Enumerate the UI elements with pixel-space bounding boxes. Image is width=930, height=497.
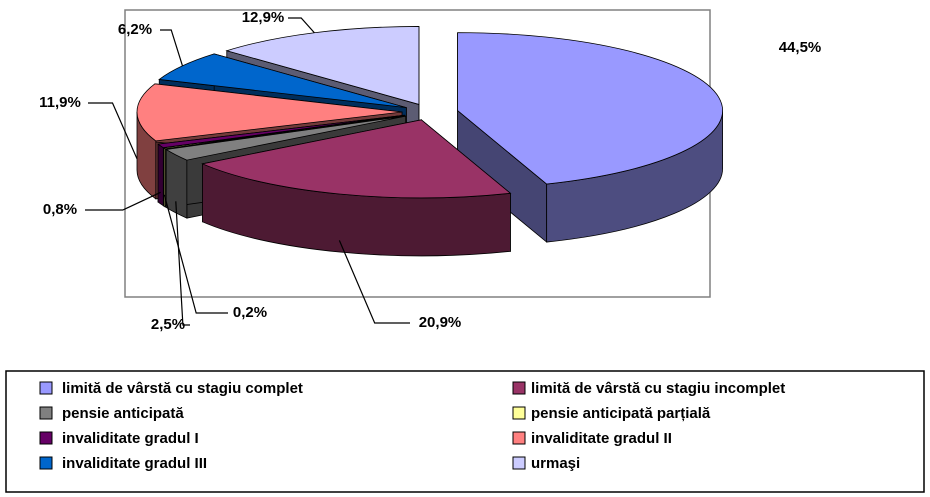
leader-line bbox=[175, 201, 190, 326]
data-label: 44,5% bbox=[779, 39, 822, 56]
legend-swatch bbox=[512, 381, 526, 395]
legend-swatch bbox=[39, 456, 53, 470]
leader-line bbox=[88, 102, 138, 160]
slice-top bbox=[158, 53, 407, 108]
legend-swatch bbox=[39, 431, 53, 445]
leader-line bbox=[163, 194, 228, 314]
legend-swatch bbox=[39, 406, 53, 420]
slice-top bbox=[201, 119, 512, 199]
data-label: 11,9% bbox=[39, 94, 81, 111]
slice-top bbox=[162, 115, 405, 150]
legend-label: limită de vârstă cu stagiu complet bbox=[62, 380, 303, 397]
data-label: 0,2% bbox=[233, 304, 267, 321]
legend-box bbox=[5, 370, 925, 493]
slice bbox=[201, 118, 512, 257]
legend-label: invaliditate gradul II bbox=[531, 430, 672, 447]
leader-line bbox=[288, 17, 315, 34]
leader-line bbox=[85, 191, 161, 211]
slice-side bbox=[157, 143, 164, 207]
data-label: 0,8% bbox=[43, 201, 77, 218]
leader-line bbox=[160, 29, 184, 67]
slice-top bbox=[165, 115, 406, 161]
legend-swatch bbox=[512, 406, 526, 420]
data-label: 6,2% bbox=[118, 21, 152, 38]
legend-swatch bbox=[512, 456, 526, 470]
slice bbox=[457, 32, 723, 243]
legend-label: limită de vârstă cu stagiu incomplet bbox=[531, 380, 785, 397]
legend-label: urmaşi bbox=[531, 455, 580, 472]
legend-label: pensie anticipată bbox=[62, 405, 184, 422]
data-label: 2,5% bbox=[151, 316, 185, 333]
slice-top bbox=[136, 83, 403, 142]
legend-swatch bbox=[39, 381, 53, 395]
legend-swatch bbox=[512, 431, 526, 445]
legend-label: invaliditate gradul III bbox=[62, 455, 207, 472]
data-label: 12,9% bbox=[242, 9, 285, 26]
data-label: 20,9% bbox=[419, 314, 462, 331]
legend-label: pensie anticipată parțială bbox=[531, 405, 711, 422]
leader-line bbox=[338, 240, 410, 324]
legend-label: invaliditate gradul I bbox=[62, 430, 199, 447]
slice-top bbox=[457, 32, 723, 185]
